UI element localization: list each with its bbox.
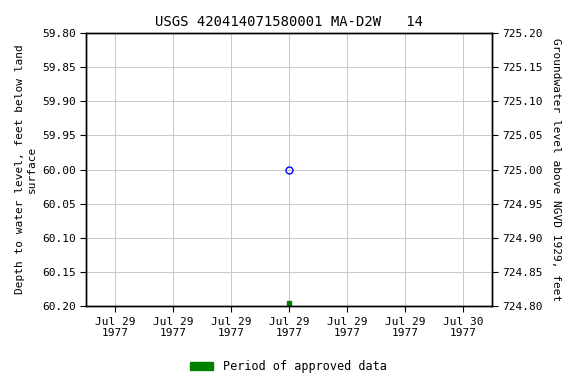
Y-axis label: Groundwater level above NGVD 1929, feet: Groundwater level above NGVD 1929, feet xyxy=(551,38,561,301)
Y-axis label: Depth to water level, feet below land
surface: Depth to water level, feet below land su… xyxy=(15,45,37,295)
Title: USGS 420414071580001 MA-D2W   14: USGS 420414071580001 MA-D2W 14 xyxy=(155,15,423,29)
Legend: Period of approved data: Period of approved data xyxy=(185,356,391,378)
